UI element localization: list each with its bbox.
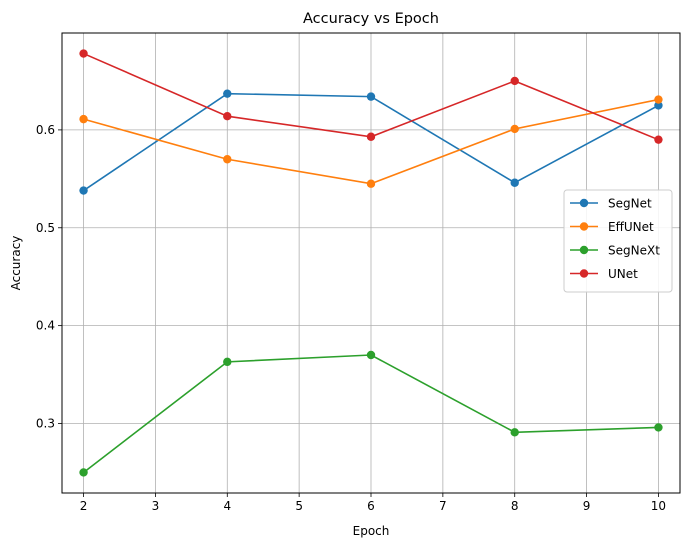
data-point (223, 111, 232, 121)
x-tick-label: 5 (295, 499, 303, 513)
data-point (510, 178, 519, 187)
legend-marker (579, 198, 589, 208)
data-point (366, 350, 376, 360)
data-point (654, 423, 663, 432)
data-point (223, 89, 232, 98)
x-tick-label: 7 (439, 499, 447, 513)
x-tick-label: 10 (651, 499, 666, 513)
series-segnext (79, 350, 663, 477)
series-lines (79, 49, 663, 477)
data-point (366, 92, 376, 101)
data-point (510, 428, 519, 437)
data-point (79, 114, 88, 124)
legend-item-segnext: SegNeXt (570, 244, 660, 258)
series-segnet (79, 89, 663, 195)
x-tick-label: 8 (511, 499, 519, 513)
series-unet (79, 49, 663, 144)
legend-box (563, 189, 673, 293)
legend-item-segnet: SegNet (570, 197, 652, 211)
legend-label: SegNet (608, 197, 652, 211)
data-point (223, 155, 232, 164)
data-point (223, 357, 232, 367)
axis-ticks: 2 3 4 5 6 7 8 9 10 0.3 0.4 0.5 0.6 (36, 123, 666, 513)
x-tick-label: 6 (367, 499, 375, 513)
data-point (79, 186, 88, 195)
data-point (510, 124, 519, 134)
data-point (79, 49, 88, 58)
data-point (654, 95, 663, 104)
chart-title: Accuracy vs Epoch (303, 11, 439, 27)
x-tick-label: 2 (80, 499, 88, 513)
y-tick-label: 0.3 (36, 417, 55, 431)
legend-item-effunet: EffUNet (570, 220, 654, 234)
data-point (366, 132, 376, 141)
x-tick-label: 3 (152, 499, 160, 513)
series-effunet (79, 95, 663, 188)
legend-item-unet: UNet (570, 267, 638, 281)
y-tick-label: 0.6 (36, 123, 55, 137)
y-axis-label: Accuracy (9, 236, 23, 291)
legend-label: SegNeXt (608, 244, 660, 258)
data-point (510, 76, 519, 86)
y-tick-label: 0.4 (36, 319, 55, 333)
x-axis-label: Epoch (353, 524, 390, 538)
x-tick-label: 9 (583, 499, 591, 513)
legend-marker (579, 245, 589, 255)
legend-label: EffUNet (608, 220, 654, 234)
data-point (654, 135, 663, 144)
data-point (79, 468, 88, 477)
data-point (366, 179, 376, 188)
legend-label: UNet (608, 267, 638, 281)
legend-marker (579, 222, 589, 231)
data-point (654, 101, 663, 110)
x-tick-label: 4 (223, 499, 231, 513)
legend: SegNet EffUNet SegNeXt UNet (563, 189, 673, 293)
legend-marker (579, 269, 589, 278)
y-tick-label: 0.5 (36, 221, 55, 235)
